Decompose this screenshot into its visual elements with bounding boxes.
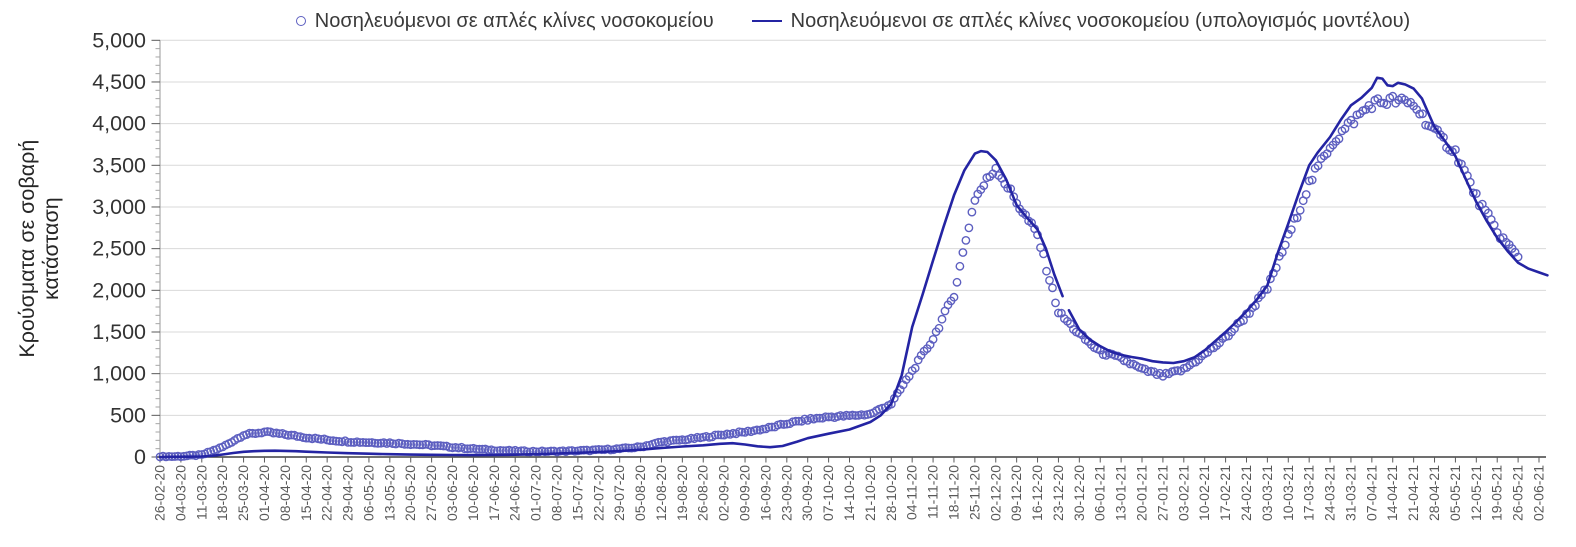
gridlines — [160, 39, 1546, 416]
legend-item-model: Νοσηλευόμενοι σε απλές κλίνες νοσοκομείο… — [751, 9, 1411, 33]
x-tick-label: 15-04-20 — [298, 465, 314, 521]
y-tick-label: 500 — [110, 403, 146, 427]
x-tick-label: 24-02-21 — [1238, 465, 1254, 521]
x-tick-label: 14-10-20 — [841, 465, 857, 521]
x-tick-label: 26-02-20 — [152, 465, 168, 521]
scatter-marker-icon — [295, 16, 306, 26]
x-tick-label: 17-02-21 — [1217, 465, 1233, 521]
legend-item-actual: Νοσηλευόμενοι σε απλές κλίνες νοσοκομείο… — [295, 9, 714, 33]
x-tick-label: 05-05-21 — [1447, 465, 1463, 521]
x-tick-label: 10-02-21 — [1196, 465, 1212, 521]
x-tick-label: 19-08-20 — [674, 465, 690, 521]
legend-label-actual: Νοσηλευόμενοι σε απλές κλίνες νοσοκομείο… — [314, 9, 714, 32]
y-tick-label: 3,000 — [92, 195, 146, 219]
x-tick-label: 29-04-20 — [340, 465, 356, 521]
x-tick-label: 01-04-20 — [256, 465, 272, 521]
scatter-points — [155, 91, 1523, 462]
x-tick-label: 16-09-20 — [757, 465, 773, 521]
line-marker-icon — [751, 20, 782, 22]
x-tick-label: 04-11-20 — [904, 465, 920, 520]
x-tick-label: 30-12-20 — [1071, 465, 1087, 521]
x-tick-label: 06-05-20 — [360, 465, 376, 521]
x-tick-label: 09-12-20 — [1008, 465, 1024, 521]
y-tick-label: 2,000 — [92, 278, 146, 302]
x-tick-label: 10-03-21 — [1280, 465, 1296, 521]
svg-text:κατάσταση: κατάσταση — [39, 197, 63, 300]
x-tick-label: 09-09-20 — [737, 465, 753, 521]
y-tick-label: 1,000 — [92, 362, 146, 386]
x-tick-label: 26-08-20 — [695, 465, 711, 521]
x-tick-label: 28-10-20 — [883, 465, 899, 521]
x-tick-label: 12-05-21 — [1468, 465, 1484, 521]
x-tick-label: 28-04-21 — [1426, 465, 1442, 521]
y-tick-label: 5,000 — [92, 28, 146, 52]
x-tick-label: 03-06-20 — [444, 465, 460, 521]
x-tick-label: 25-03-20 — [235, 465, 251, 521]
x-tick-label: 21-10-20 — [862, 465, 878, 521]
x-tick-label: 04-03-20 — [172, 465, 188, 521]
x-tick-label: 30-09-20 — [799, 465, 815, 521]
x-tick-label: 20-01-21 — [1134, 465, 1150, 521]
x-tick-label: 18-11-20 — [945, 465, 961, 520]
x-tick-label: 01-07-20 — [528, 465, 544, 521]
x-axis: 26-02-20 04-03-20 11-03-20 18-03-20 25-03-20… — [152, 456, 1547, 521]
x-tick-label: 03-02-21 — [1175, 465, 1191, 521]
x-tick-label: 23-09-20 — [778, 465, 794, 521]
x-tick-label: 27-01-21 — [1154, 465, 1170, 521]
x-tick-label: 24-06-20 — [507, 465, 523, 521]
x-tick-label: 08-04-20 — [277, 465, 293, 521]
svg-text:Κρούσματα σε σοβαρή: Κρούσματα σε σοβαρή — [15, 140, 39, 358]
x-tick-label: 26-05-21 — [1510, 465, 1526, 521]
x-tick-label: 05-08-20 — [632, 465, 648, 521]
chart-legend: Νοσηλευόμενοι σε απλές κλίνες νοσοκομείο… — [160, 7, 1546, 35]
x-tick-label: 29-07-20 — [611, 465, 627, 521]
x-tick-label: 23-12-20 — [1050, 465, 1066, 521]
x-tick-label: 21-04-21 — [1405, 465, 1421, 521]
x-tick-label: 11-11-20 — [925, 465, 941, 519]
y-tick-label: 4,000 — [92, 112, 146, 136]
x-tick-label: 12-08-20 — [653, 465, 669, 521]
y-tick-label: 1,500 — [92, 320, 146, 344]
y-tick-label: 3,500 — [92, 153, 146, 177]
x-tick-label: 03-03-21 — [1259, 465, 1275, 521]
x-tick-label: 02-12-20 — [987, 465, 1003, 521]
x-tick-label: 25-11-20 — [966, 465, 982, 520]
y-tick-label: 0 — [134, 445, 146, 469]
y-tick-label: 4,500 — [92, 70, 146, 94]
x-tick-label: 06-01-21 — [1092, 465, 1108, 521]
x-tick-label: 14-04-21 — [1384, 465, 1400, 521]
x-tick-label: 11-03-20 — [193, 465, 209, 520]
x-tick-label: 31-03-21 — [1342, 465, 1358, 521]
x-tick-label: 08-07-20 — [548, 465, 564, 521]
x-tick-label: 13-01-21 — [1113, 465, 1129, 521]
x-tick-label: 10-06-20 — [465, 465, 481, 521]
y-tick-label: 2,500 — [92, 237, 146, 261]
x-tick-label: 02-09-20 — [716, 465, 732, 521]
x-tick-label: 13-05-20 — [381, 465, 397, 521]
legend-label-model: Νοσηλευόμενοι σε απλές κλίνες νοσοκομείο… — [790, 9, 1411, 32]
y-axis-title: Κρούσματα σε σοβαρή κατάσταση — [15, 140, 63, 358]
x-tick-label: 07-10-20 — [820, 465, 836, 521]
x-tick-label: 15-07-20 — [569, 465, 585, 521]
x-tick-label: 16-12-20 — [1029, 465, 1045, 521]
x-tick-label: 17-03-21 — [1301, 465, 1317, 521]
x-tick-label: 27-05-20 — [423, 465, 439, 521]
x-tick-label: 22-07-20 — [590, 465, 606, 521]
y-axis: 0 500 1,000 1,500 2,000 2,500 3,000 3,500 4,000 4… — [92, 28, 161, 469]
x-tick-label: 07-04-21 — [1363, 465, 1379, 521]
x-tick-label: 02-06-21 — [1531, 465, 1547, 521]
x-tick-label: 20-05-20 — [402, 465, 418, 521]
x-tick-label: 18-03-20 — [214, 465, 230, 521]
x-tick-label: 22-04-20 — [319, 465, 335, 521]
x-tick-label: 17-06-20 — [486, 465, 502, 521]
model-line — [158, 76, 1549, 459]
x-tick-label: 19-05-21 — [1489, 465, 1505, 521]
x-tick-label: 24-03-21 — [1322, 465, 1338, 521]
